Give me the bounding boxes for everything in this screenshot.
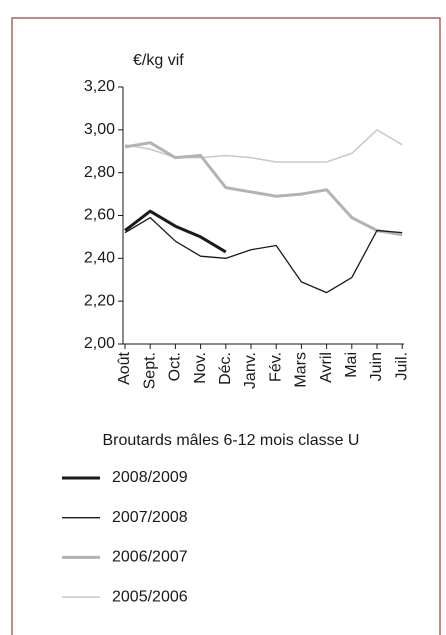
x-tick-label: Juil. bbox=[393, 352, 410, 380]
x-tick-label: Fév. bbox=[267, 352, 284, 382]
x-tick-label: Août bbox=[116, 351, 133, 384]
series-line bbox=[124, 141, 403, 237]
series-line bbox=[124, 129, 403, 163]
y-tick-label: 3,20 bbox=[84, 78, 115, 95]
y-tick-label: 3,00 bbox=[84, 121, 115, 138]
x-tick-label: Mai bbox=[343, 352, 360, 378]
legend-label: 2005/2006 bbox=[112, 588, 188, 605]
y-tick-label: 2,20 bbox=[84, 292, 115, 309]
y-axis-label: €/kg vif bbox=[133, 52, 184, 69]
x-tick-label: Avril bbox=[318, 352, 335, 383]
legend-label: 2007/2008 bbox=[112, 509, 188, 526]
x-tick-label: Juin bbox=[368, 352, 385, 381]
series-line bbox=[124, 209, 227, 254]
legend-label: 2008/2009 bbox=[112, 469, 188, 486]
x-tick-label: Mars bbox=[293, 352, 310, 388]
x-tick-label: Oct. bbox=[167, 352, 184, 381]
legend-label: 2006/2007 bbox=[112, 549, 188, 566]
y-tick-label: 2,80 bbox=[84, 164, 115, 181]
series-line bbox=[124, 216, 403, 294]
x-tick-label: Janv. bbox=[242, 352, 259, 389]
y-tick-label: 2,60 bbox=[84, 207, 115, 224]
frame bbox=[11, 17, 441, 635]
subtitle: Broutards mâles 6-12 mois classe U bbox=[103, 432, 360, 449]
y-tick-label: 2,00 bbox=[84, 335, 115, 352]
x-tick-label: Sept. bbox=[141, 352, 158, 389]
y-tick-label: 2,40 bbox=[84, 250, 115, 267]
x-tick-label: Nov. bbox=[192, 352, 209, 384]
x-tick-label: Déc. bbox=[217, 352, 234, 385]
